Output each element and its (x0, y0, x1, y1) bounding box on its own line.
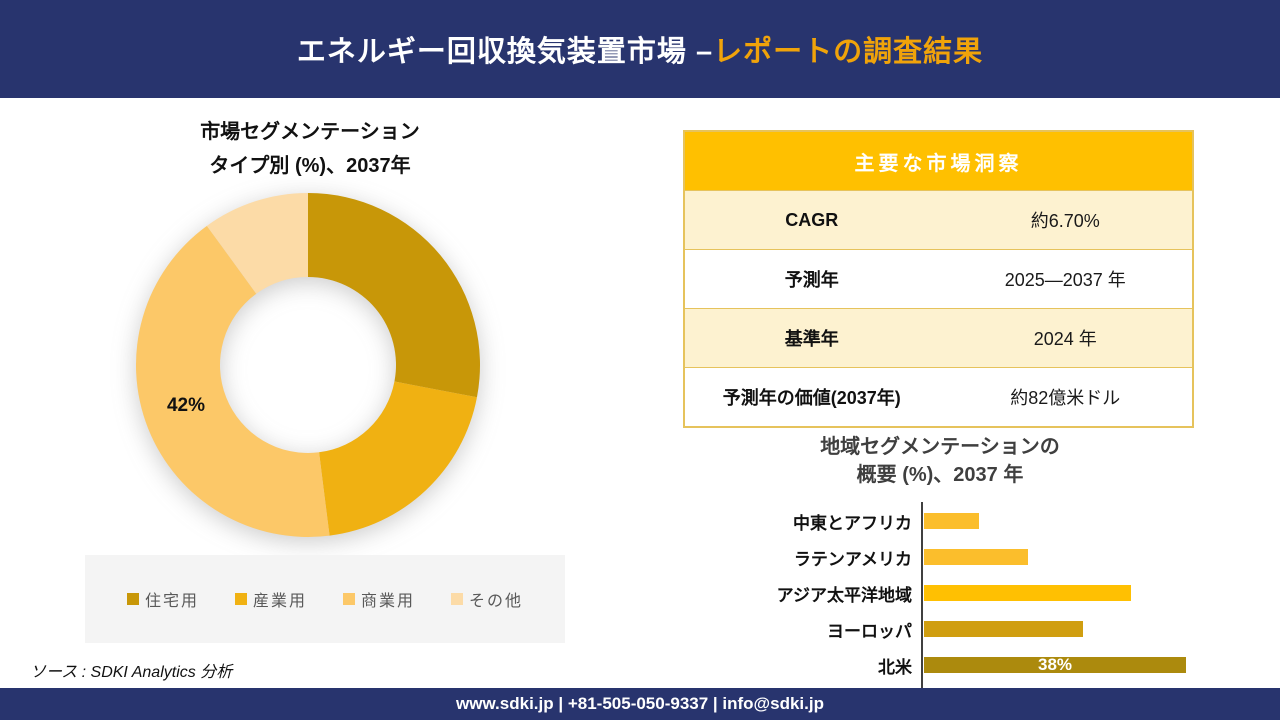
donut-chart-title: 市場セグメンテーション タイプ別 (%)、2037年 (110, 122, 510, 176)
bar-chart-title-line2: 概要 (%)、2037 年 (856, 464, 1024, 486)
legend-item-commercial: 商業用 (342, 587, 415, 611)
row-value-cagr: 約6.70% (1030, 211, 1100, 231)
key-insights-table: 主要な市場洞察 CAGR 約6.70% 予測年 2025—2037 年 基準年 … (683, 130, 1194, 428)
bar-latam (924, 549, 1028, 565)
legend-label: その他 (468, 593, 523, 610)
page-title-main: エネルギー回収換気装置市場 – (296, 36, 714, 68)
donut-legend: 住宅用 産業用 商業用 その他 (85, 555, 565, 643)
bar-row-latam: ラテンアメリカ (740, 539, 1220, 575)
legend-label: 商業用 (360, 593, 415, 610)
bar-mea (924, 513, 979, 529)
row-label-forecast-years: 予測年 (784, 270, 839, 290)
legend-item-other: その他 (450, 587, 523, 611)
bar-north-america: 38% (924, 655, 1186, 674)
bar-category-label: 中東とアフリカ (793, 513, 912, 533)
donut-chart-title-line1: 市場セグメンテーション (200, 121, 420, 143)
legend-item-industrial: 産業用 (234, 587, 307, 611)
bar-data-label: 38% (1037, 655, 1073, 674)
page-title: エネルギー回収換気装置市場 –レポートの調査結果 (297, 28, 983, 70)
regional-bar-chart: 中東とアフリカ ラテンアメリカ アジア太平洋地域 ヨーロッパ 北米 38% (740, 503, 1220, 683)
bar-europe (924, 621, 1083, 637)
row-value-forecast-years: 2025—2037 年 (1004, 270, 1126, 290)
bar-category-label: アジア太平洋地域 (776, 585, 912, 605)
bar-row-north-america: 北米 38% (740, 647, 1220, 683)
bar-category-label: ヨーロッパ (827, 621, 912, 641)
donut-chart (136, 193, 480, 537)
table-row: 予測年 2025—2037 年 (685, 249, 1192, 308)
bar-row-apac: アジア太平洋地域 (740, 575, 1220, 611)
legend-item-residential: 住宅用 (127, 587, 199, 611)
row-label-base-year: 基準年 (784, 329, 839, 349)
row-value-forecast-value: 約82億米ドル (1010, 388, 1121, 408)
bar-chart-axis-line (921, 502, 923, 688)
legend-label: 住宅用 (145, 593, 200, 610)
donut-chart-title-line2: タイプ別 (%)、2037年 (209, 155, 411, 177)
legend-label: 産業用 (252, 593, 307, 610)
row-label-forecast-value: 予測年の価値(2037年) (722, 388, 901, 408)
legend-swatch-industrial-icon (234, 593, 247, 605)
row-value-base-year: 2024 年 (1033, 329, 1097, 349)
legend-swatch-residential-icon (127, 593, 139, 605)
row-label-cagr: CAGR (785, 209, 839, 230)
bar-apac (924, 585, 1131, 601)
table-row: 予測年の価値(2037年) 約82億米ドル (685, 367, 1192, 426)
bar-category-label: 北米 (878, 657, 912, 677)
bar-chart-title: 地域セグメンテーションの 概要 (%)、2037 年 (720, 433, 1160, 489)
report-header-banner: エネルギー回収換気装置市場 –レポートの調査結果 (0, 0, 1280, 98)
legend-swatch-other-icon (450, 593, 463, 605)
bar-row-mea: 中東とアフリカ (740, 503, 1220, 539)
bar-chart-title-line1: 地域セグメンテーションの (820, 436, 1060, 458)
page-title-accent: レポートの調査結果 (713, 36, 984, 68)
donut-segment-data-label: 42% (166, 395, 206, 416)
footer-contact-bar: www.sdki.jp | +81-505-050-9337 | info@sd… (0, 688, 1280, 720)
bar-row-europe: ヨーロッパ (740, 611, 1220, 647)
footer-contact-text: www.sdki.jp | +81-505-050-9337 | info@sd… (456, 694, 824, 713)
table-row: 基準年 2024 年 (685, 308, 1192, 367)
insights-table-title: 主要な市場洞察 (685, 132, 1192, 190)
legend-swatch-commercial-icon (342, 593, 355, 605)
table-row: CAGR 約6.70% (685, 190, 1192, 249)
source-attribution: ソース : SDKI Analytics 分析 (30, 664, 233, 681)
bar-category-label: ラテンアメリカ (793, 549, 912, 569)
